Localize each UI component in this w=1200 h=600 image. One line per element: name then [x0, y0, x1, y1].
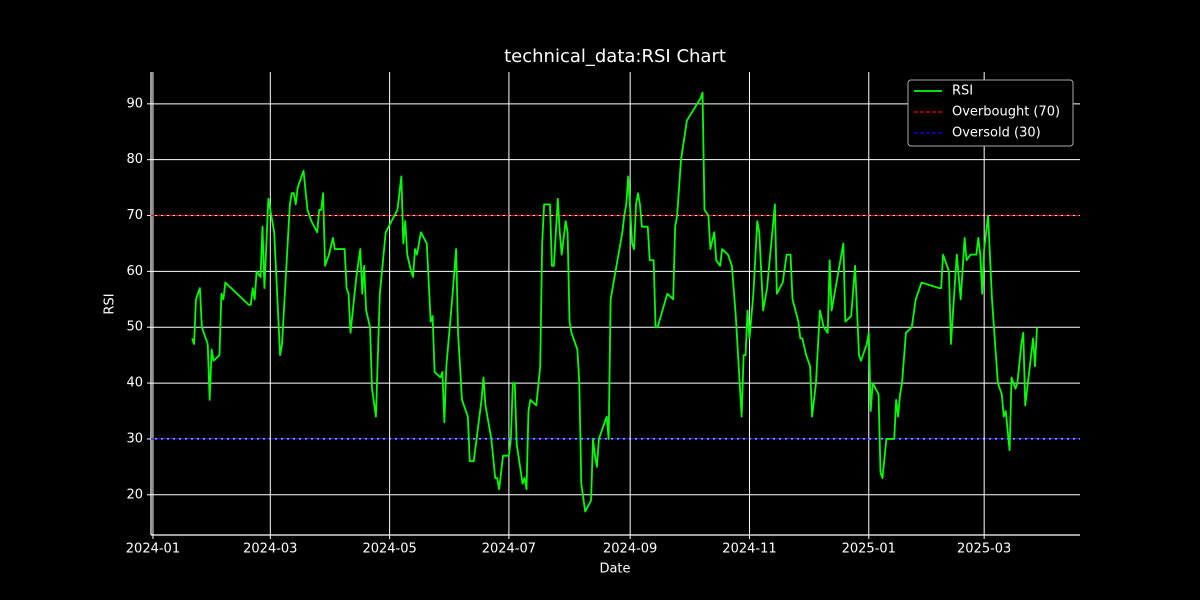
legend-label: RSI [952, 84, 973, 99]
y-axis-label: RSI [103, 293, 118, 314]
y-tick-label: 80 [126, 152, 143, 167]
y-tick-label: 20 [126, 487, 143, 502]
x-tick-label: 2024-09 [603, 542, 657, 557]
legend-box [907, 79, 1074, 147]
x-tick-label: 2024-11 [722, 542, 776, 557]
x-tick-label: 2024-07 [482, 542, 536, 557]
y-tick-label: 90 [126, 96, 143, 111]
y-tick-label: 50 [126, 320, 143, 335]
y-tick-label: 30 [126, 431, 143, 446]
x-tick-label: 2025-03 [957, 542, 1011, 557]
rsi-line [191, 91, 1038, 513]
x-tick-label: 2025-01 [842, 542, 896, 557]
chart-title: technical_data:RSI Chart [504, 46, 726, 67]
y-tick-label: 60 [126, 264, 143, 279]
x-axis-label: Date [599, 562, 630, 577]
x-tick-label: 2024-03 [243, 542, 297, 557]
x-tick-label: 2024-01 [126, 542, 180, 557]
legend-label: Overbought (70) [952, 105, 1060, 120]
x-tick-label: 2024-05 [362, 542, 416, 557]
y-tick-label: 40 [126, 376, 143, 391]
legend-label: Oversold (30) [952, 126, 1041, 141]
y-tick-label: 70 [126, 208, 143, 223]
